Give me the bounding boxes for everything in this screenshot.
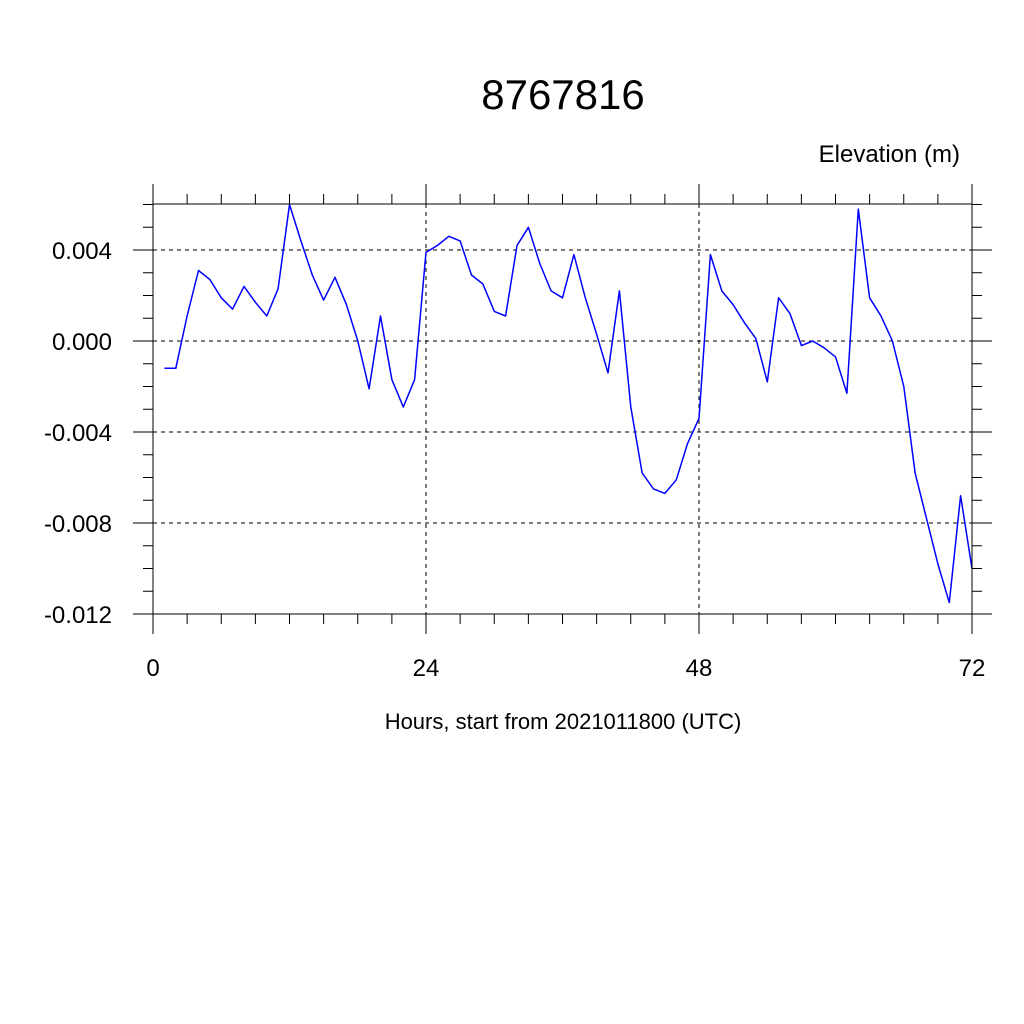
y-tick-label-4: -0.012 — [44, 602, 112, 629]
y-tick-label-3: -0.008 — [44, 511, 112, 538]
y-tick-label-1: 0.000 — [52, 329, 112, 356]
series-layer — [164, 203, 973, 604]
y-axis-label: Elevation (m) — [819, 141, 960, 168]
y-tick-label-0: 0.004 — [52, 238, 112, 265]
grid-lines — [153, 204, 972, 615]
x-axis-label: Hours, start from 2021011800 (UTC) — [385, 709, 742, 734]
x-tick-label-3: 72 — [959, 655, 986, 682]
axis-ticks — [133, 184, 992, 634]
x-tick-label-0: 0 — [146, 655, 159, 682]
y-tick-label-2: -0.004 — [44, 420, 112, 447]
series-line-0 — [164, 203, 973, 604]
chart-title: 8767816 — [481, 71, 645, 118]
x-tick-label-1: 24 — [413, 655, 440, 682]
tick-labels: 0 24 48 72 0.004 0.000 -0.004 -0.008 -0.012 — [44, 238, 985, 682]
plot-frame — [152, 203, 973, 615]
x-tick-label-2: 48 — [686, 655, 713, 682]
